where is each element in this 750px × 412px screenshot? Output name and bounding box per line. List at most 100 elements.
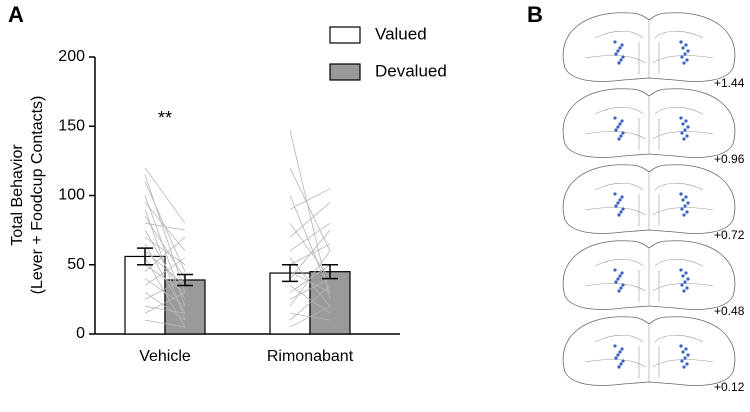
placement-dot [682, 365, 686, 369]
bar [164, 279, 206, 335]
subject-line [289, 222, 331, 252]
brain-outline [562, 164, 736, 234]
placement-dot [679, 116, 683, 120]
placement-dot [618, 198, 622, 202]
bar [124, 255, 166, 335]
error-bar [282, 264, 298, 283]
subject-line [144, 319, 186, 328]
placement-dot [620, 43, 624, 47]
placement-dot [613, 268, 617, 272]
placement-dot [617, 213, 621, 217]
legend-swatch [329, 63, 361, 81]
placement-dot [686, 125, 690, 129]
placement-dot [683, 128, 687, 132]
y-tick-label: 150 [58, 117, 85, 134]
placement-dot [620, 195, 624, 199]
brain-section [562, 88, 736, 158]
placement-dot [685, 134, 689, 138]
subject-line [144, 222, 186, 231]
placement-dot [617, 61, 621, 65]
placement-dot [685, 286, 689, 290]
placement-dot [619, 210, 623, 214]
error-bar [322, 264, 338, 280]
placement-dot [683, 356, 687, 360]
placement-dot [679, 192, 683, 196]
legend-label: Valued [375, 24, 427, 43]
subject-line [289, 250, 331, 307]
placement-dot [621, 55, 625, 59]
x-tick-label: Vehicle [139, 348, 191, 365]
brain-detail [584, 324, 714, 382]
legend-label: Devalued [375, 61, 447, 80]
placement-dot [685, 362, 689, 366]
section-level: +0.12 [714, 380, 745, 394]
placement-dot [617, 289, 621, 293]
brain-detail [584, 96, 714, 154]
panel-label: B [527, 2, 543, 27]
placement-dot [619, 286, 623, 290]
placement-dot [616, 277, 620, 281]
placement-dot [618, 274, 622, 278]
subject-line [144, 236, 186, 272]
brain-section [562, 316, 736, 386]
placement-dot [620, 347, 624, 351]
section-level: +0.96 [714, 152, 745, 166]
subject-line [289, 285, 331, 314]
subject-line [289, 305, 331, 328]
placement-dot [684, 119, 688, 123]
subject-line [144, 278, 186, 300]
placement-dot [681, 46, 685, 50]
error-bar [177, 273, 193, 287]
section-level: +1.44 [714, 76, 745, 90]
subject-line [289, 278, 331, 300]
placement-dot [621, 359, 625, 363]
placement-dot [685, 58, 689, 62]
bar [269, 272, 311, 335]
subject-line [144, 278, 186, 307]
brain-section [562, 240, 736, 310]
panel-label: A [8, 2, 24, 27]
brain-detail [584, 20, 714, 78]
y-tick-label: 50 [67, 256, 85, 273]
placement-dot [683, 204, 687, 208]
placement-dot [620, 119, 624, 123]
bar [309, 271, 351, 335]
subject-line [144, 264, 186, 293]
subject-line [289, 188, 331, 210]
placement-dot [613, 40, 617, 44]
subject-line [289, 285, 331, 321]
y-tick-label: 100 [58, 187, 85, 204]
placement-dot [683, 280, 687, 284]
y-axis-label: (Lever + Foodcup Contacts) [29, 96, 46, 295]
placement-dot [679, 344, 683, 348]
placement-dot [621, 283, 625, 287]
placement-dot [613, 116, 617, 120]
subject-line [144, 292, 186, 314]
subject-line [144, 305, 186, 314]
subject-line [289, 130, 331, 300]
placement-dot [686, 353, 690, 357]
placement-dot [682, 289, 686, 293]
placement-dot [684, 347, 688, 351]
placement-dot [618, 122, 622, 126]
placement-dot [682, 61, 686, 65]
placement-dot [684, 195, 688, 199]
subject-line [144, 292, 186, 321]
subject-line [289, 202, 331, 238]
placement-dot [616, 353, 620, 357]
placement-dot [680, 359, 684, 363]
placement-dot [620, 271, 624, 275]
placement-dot [618, 46, 622, 50]
placement-dot [621, 131, 625, 135]
brain-outline [562, 316, 736, 386]
subject-line [144, 257, 186, 286]
placement-dot [685, 210, 689, 214]
placement-dot [617, 365, 621, 369]
placement-dot [619, 362, 623, 366]
placement-dot [619, 58, 623, 62]
placement-dot [681, 198, 685, 202]
subject-line [144, 216, 186, 279]
brain-outline [562, 12, 736, 82]
placement-dot [616, 49, 620, 53]
